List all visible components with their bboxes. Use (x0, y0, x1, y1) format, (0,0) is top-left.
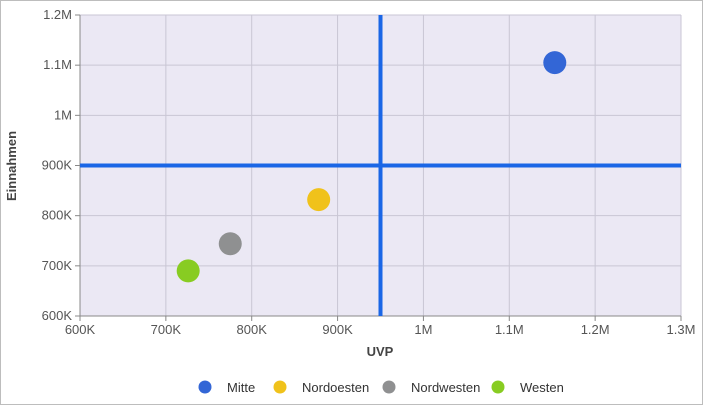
x-tick-label: 1.1M (495, 322, 524, 337)
y-tick-label: 900K (42, 158, 73, 173)
legend-item-nordwesten[interactable]: Nordwesten (382, 380, 481, 395)
x-tick-label: 1M (414, 322, 432, 337)
x-tick-label: 700K (151, 322, 182, 337)
legend-label: Nordoesten (302, 380, 369, 395)
y-tick-labels: 600K 700K 800K 900K 1M 1.1M 1.2M (42, 7, 80, 323)
data-point-mitte[interactable] (543, 51, 567, 75)
y-tick-label: 1M (54, 107, 72, 122)
y-axis-title: Einnahmen (4, 131, 19, 201)
y-tick-label: 800K (42, 208, 73, 223)
legend-marker (491, 380, 505, 394)
x-tick-label: 1.2M (581, 322, 610, 337)
legend-label: Nordwesten (411, 380, 480, 395)
x-tick-label: 1.3M (667, 322, 696, 337)
data-point-nordoesten[interactable] (307, 188, 331, 212)
legend-item-nordoesten[interactable]: Nordoesten (273, 380, 370, 395)
y-tick-label: 1.1M (43, 57, 72, 72)
x-tick-label: 900K (322, 322, 353, 337)
data-points (176, 51, 567, 283)
reference-lines (80, 15, 681, 316)
x-tick-label: 800K (237, 322, 268, 337)
y-tick-label: 600K (42, 308, 73, 323)
data-point-nordwesten[interactable] (218, 232, 242, 256)
legend-marker (382, 380, 396, 394)
legend-item-mitte[interactable]: Mitte (198, 380, 256, 395)
y-tick-label: 1.2M (43, 7, 72, 22)
legend-label: Westen (520, 380, 564, 395)
legend-item-westen[interactable]: Westen (491, 380, 564, 395)
legend-label: Mitte (227, 380, 255, 395)
legend-marker (198, 380, 212, 394)
x-tick-labels: 600K 700K 800K 900K 1M 1.1M 1.2M 1.3M (65, 316, 696, 337)
legend: Mitte Nordoesten Nordwesten Westen (198, 380, 564, 395)
y-tick-label: 700K (42, 258, 73, 273)
data-point-westen[interactable] (176, 259, 200, 283)
x-axis-title: UVP (367, 344, 394, 359)
x-tick-label: 600K (65, 322, 96, 337)
legend-marker (273, 380, 287, 394)
